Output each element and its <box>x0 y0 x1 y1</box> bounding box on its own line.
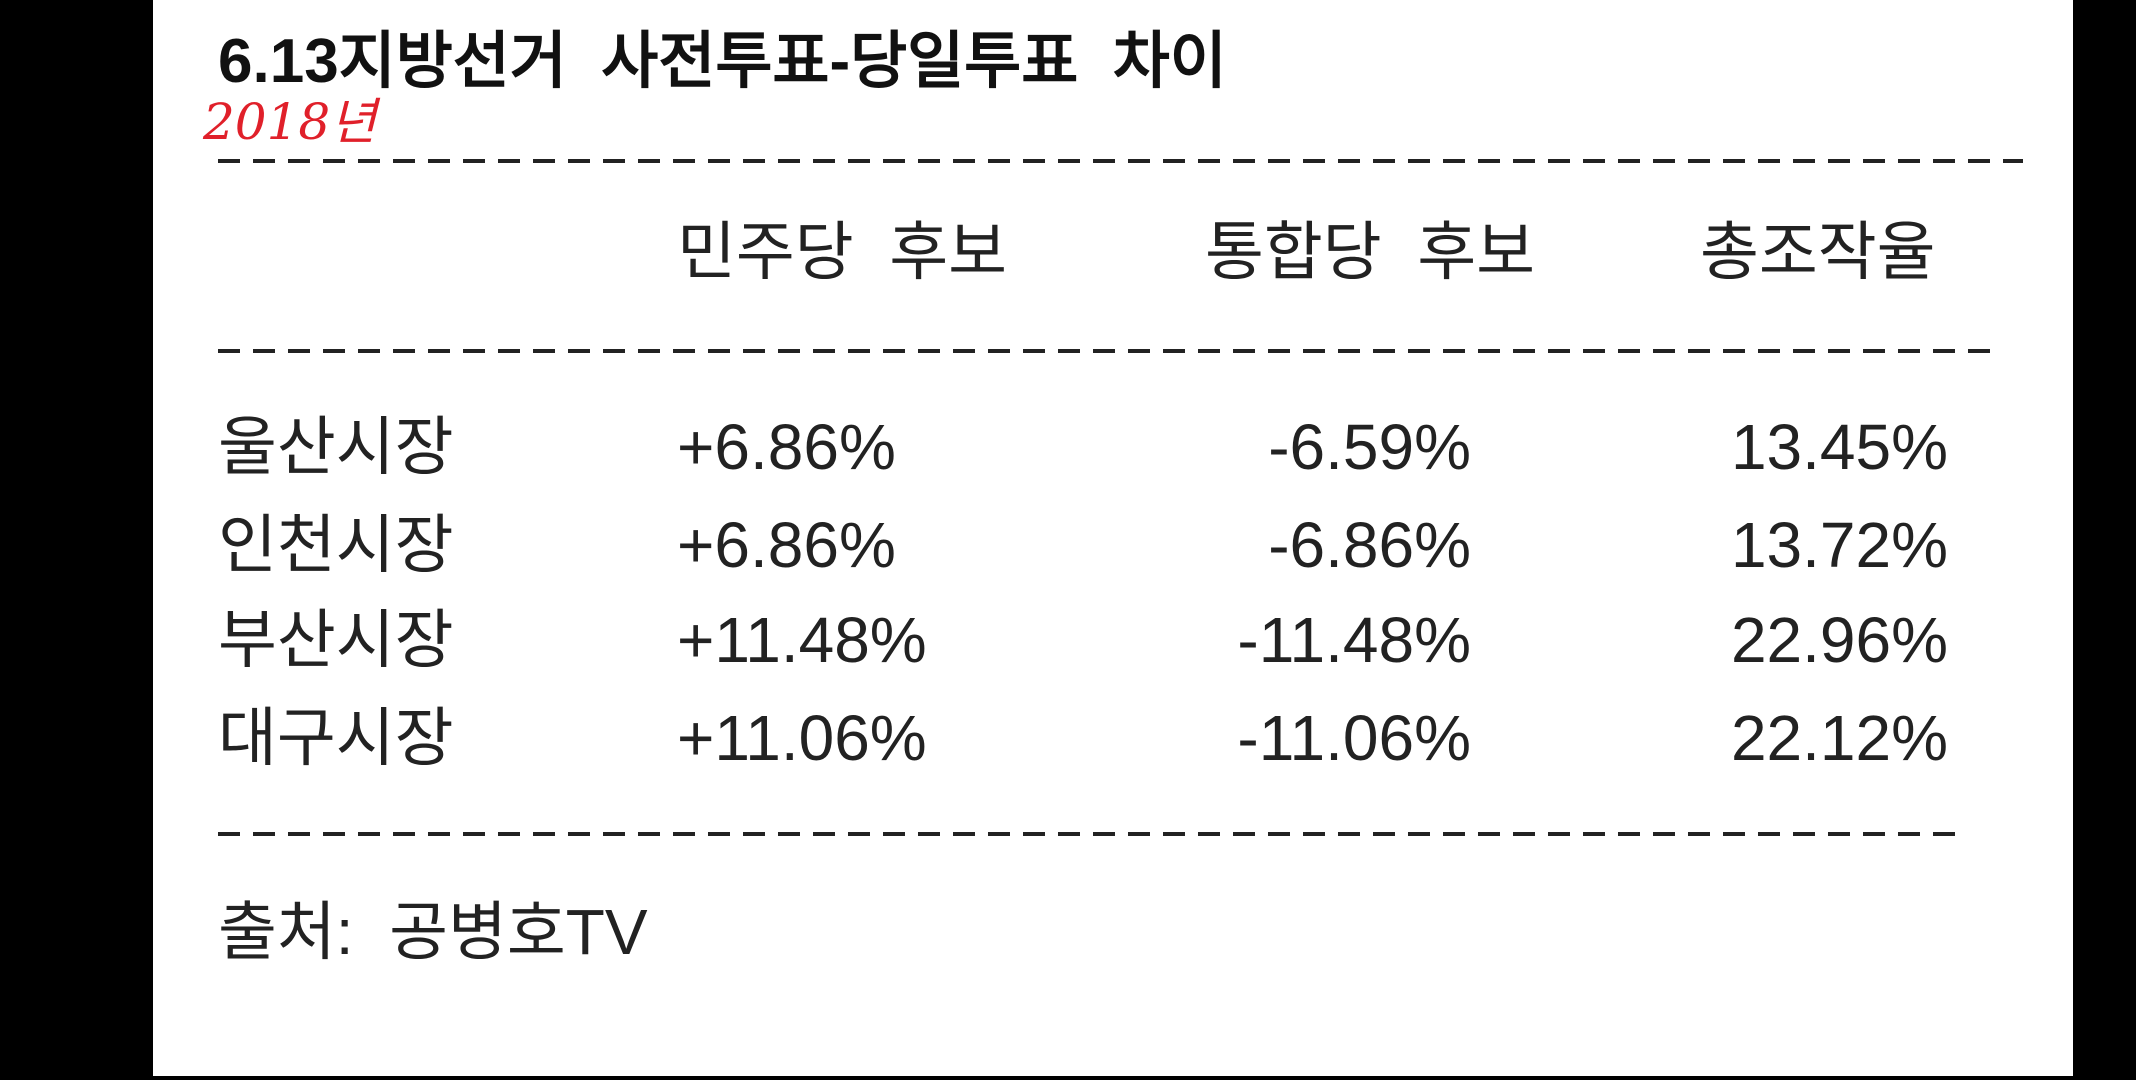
cell: +11.06% <box>677 702 927 774</box>
column-header: 민주당 후보 <box>677 216 1007 288</box>
cell: -6.59% <box>1268 411 1471 483</box>
row-label: 울산시장 <box>218 411 454 483</box>
cell: 22.96% <box>1730 604 1948 676</box>
cell: -11.48% <box>1237 604 1471 676</box>
slide: 6.13지방선거 사전투표-당일투표 차이 2018년 민주당 후보 통합당 후보… <box>153 0 2073 1076</box>
cell: -11.06% <box>1237 702 1471 774</box>
row-label: 대구시장 <box>218 702 454 774</box>
rules <box>218 159 2023 836</box>
row-label: 인천시장 <box>218 509 454 581</box>
cell: 13.45% <box>1730 411 1948 483</box>
cell: -6.86% <box>1268 509 1471 581</box>
cell: 13.72% <box>1730 509 1948 581</box>
cell: 22.12% <box>1730 702 1948 774</box>
title: 6.13지방선거 사전투표-당일투표 차이 <box>218 27 1227 96</box>
cell: +6.86% <box>677 411 896 483</box>
source: 출처: 공병호TV <box>218 896 648 968</box>
column-header: 총조작율 <box>1700 216 1936 288</box>
cell: +11.48% <box>677 604 927 676</box>
column-header: 통합당 후보 <box>1205 216 1535 288</box>
cell: +6.86% <box>677 509 896 581</box>
handwritten-note: 2018년 <box>203 93 377 151</box>
row-label: 부산시장 <box>218 604 454 676</box>
